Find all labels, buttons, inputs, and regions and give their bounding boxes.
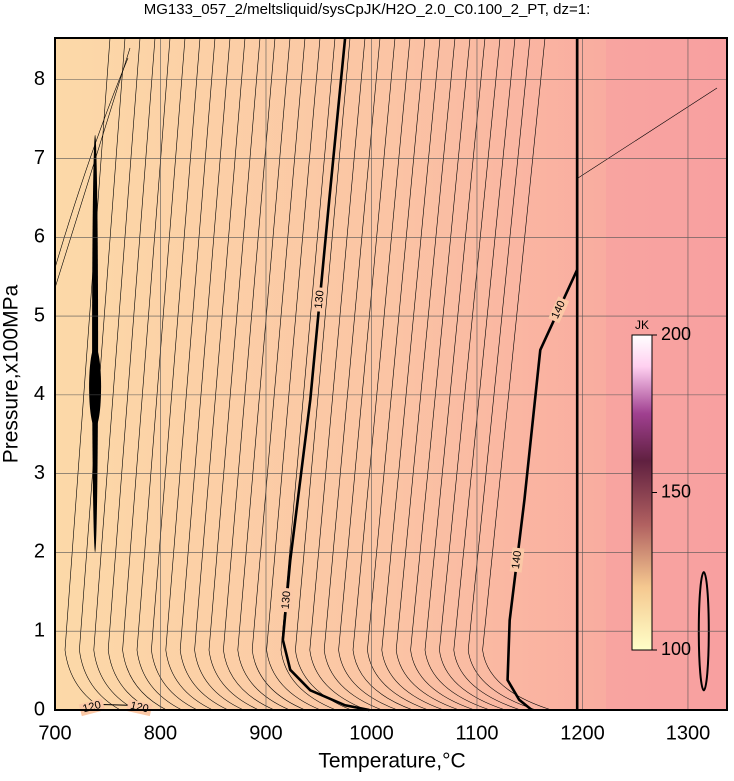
- thin-contour: [79, 37, 126, 711]
- thin-contour: [395, 37, 460, 711]
- x-tick-label: 800: [144, 722, 177, 744]
- y-tick-label: 8: [34, 68, 45, 90]
- thin-contour: [323, 37, 383, 711]
- x-tick-label: 1100: [455, 722, 498, 744]
- thin-contour: [237, 37, 291, 711]
- y-tick-label: 1: [34, 620, 45, 642]
- y-tick-label: 6: [34, 226, 45, 248]
- thin-contour: [467, 37, 537, 711]
- thin-contour: [309, 37, 367, 711]
- y-axis-label: Pressure,x100MPa: [0, 284, 23, 463]
- contour-label-bg: [78, 698, 106, 717]
- thin-contour: [223, 37, 276, 711]
- thin-contours: [64, 37, 552, 711]
- contour-label: 140: [510, 550, 524, 570]
- x-axis-label: Temperature,°C: [318, 750, 465, 773]
- colorbar-tick-label: 200: [661, 324, 691, 344]
- colorbar: [631, 334, 653, 651]
- frame: [54, 37, 728, 711]
- colorbar-tick-label: 150: [661, 481, 691, 501]
- thin-contour: [367, 37, 429, 711]
- thin-contour: [295, 37, 352, 711]
- contour-label-bg: [509, 547, 525, 573]
- contour-label-bg: [279, 587, 294, 613]
- blob: [89, 346, 102, 427]
- colorbar-tick-label: 100: [661, 639, 691, 659]
- y-tick-label: 3: [34, 462, 45, 484]
- thin-contour: [577, 87, 718, 179]
- chart-title: MG133_057_2/meltsliquid/sysCpJK/H2O_2.0_…: [144, 1, 591, 18]
- thin-contour: [482, 37, 552, 711]
- thin-contour: [338, 37, 398, 711]
- thin-contour: [54, 57, 129, 269]
- colorbar-label: JK: [635, 318, 649, 332]
- contour-line: [281, 37, 370, 712]
- thin-contour: [410, 37, 475, 711]
- y-tick-label: 2: [34, 541, 45, 563]
- x-tick-label: 700: [38, 722, 71, 744]
- thin-contour: [54, 47, 131, 289]
- y-tick-label: 4: [34, 383, 45, 405]
- x-tick-label: 1200: [560, 722, 605, 744]
- thin-contour: [165, 37, 216, 711]
- contour-label: 120: [129, 700, 150, 716]
- plot-background: [55, 38, 727, 710]
- contour-label-bg: [126, 699, 153, 717]
- contour-label: 130: [313, 290, 327, 309]
- thin-contour: [122, 37, 171, 711]
- y-tick-label: 5: [34, 304, 45, 326]
- contour-label-bg: [312, 287, 327, 313]
- contour-label: 120: [82, 699, 103, 715]
- thin-contour: [194, 37, 246, 711]
- thin-contour: [453, 37, 521, 711]
- thin-contour: [439, 37, 506, 711]
- contour-label: 130: [280, 590, 294, 609]
- thin-contour: [251, 37, 306, 711]
- y-tick-label: 0: [34, 698, 45, 720]
- y-tick-label: 7: [34, 147, 45, 169]
- contour-label-bg: [548, 296, 570, 324]
- x-tick-label: 1000: [349, 722, 394, 744]
- thin-contour: [381, 37, 444, 711]
- thin-contour: [352, 37, 414, 711]
- x-tick-label: 1300: [666, 722, 711, 744]
- thin-contour: [208, 37, 261, 711]
- thin-contour: [179, 37, 231, 711]
- blob: [92, 134, 99, 553]
- x-tick-label: 900: [249, 722, 282, 744]
- thin-contour: [136, 37, 186, 711]
- thin-contour: [280, 37, 337, 711]
- thin-contour: [151, 37, 201, 711]
- thin-contour: [266, 37, 321, 711]
